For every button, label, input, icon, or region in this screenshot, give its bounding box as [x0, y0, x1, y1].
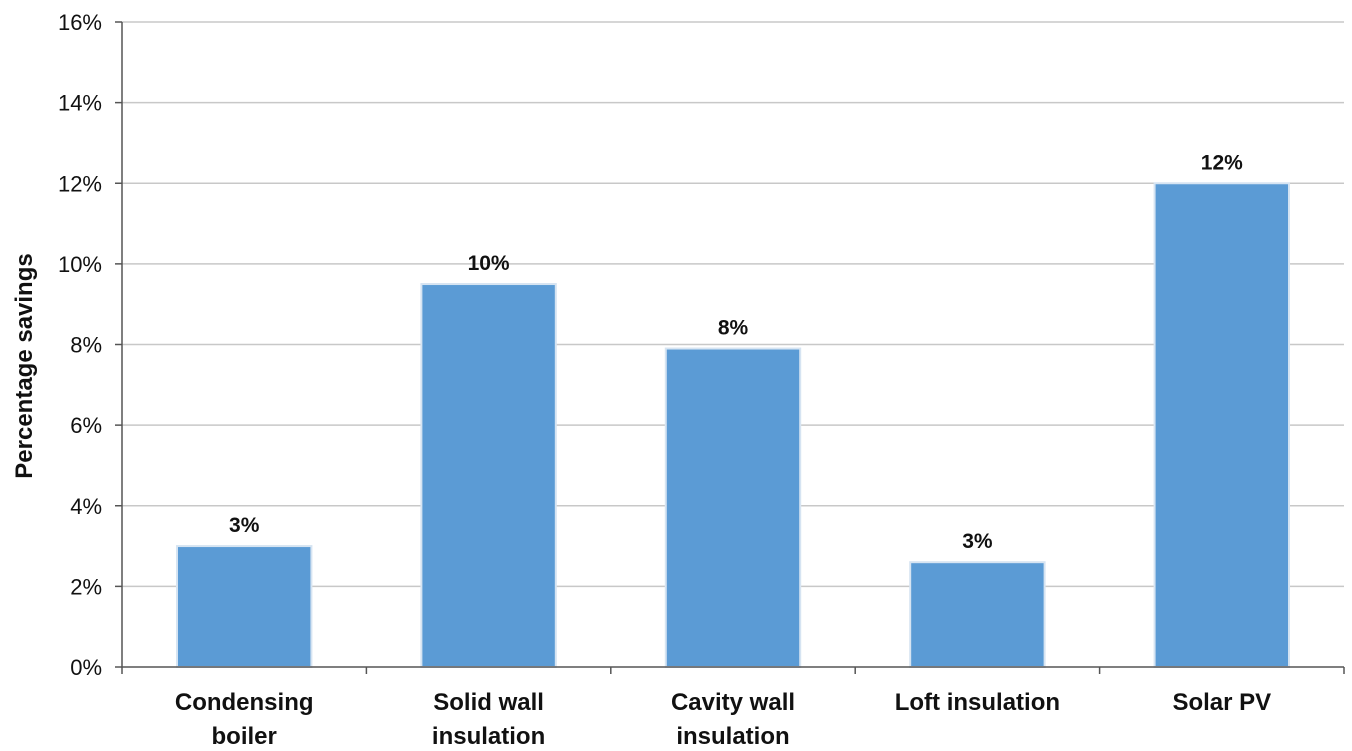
x-category-label: insulation — [676, 723, 789, 750]
data-label: 12% — [1201, 151, 1243, 174]
axes — [115, 21, 1345, 674]
y-axis-title: Percentage savings — [11, 253, 38, 478]
data-label: 3% — [962, 530, 993, 553]
x-category-label: insulation — [432, 723, 545, 750]
y-tick-label: 12% — [58, 171, 102, 196]
x-category-label: Cavity wall — [671, 689, 795, 716]
data-label: 3% — [229, 514, 260, 537]
y-tick-label: 10% — [58, 252, 102, 277]
labels: 0% 2% 4% 6% 8% 10% 12% 14% 16% 3% Condensing boiler… — [58, 10, 1271, 750]
x-category-label: Solid wall — [433, 689, 544, 716]
x-category-label: Condensing — [175, 689, 314, 716]
x-category-label: boiler — [212, 723, 277, 750]
data-label: 8% — [718, 317, 749, 340]
x-category-label: Loft insulation — [895, 689, 1060, 716]
y-tick-label: 4% — [70, 494, 102, 519]
y-tick-label: 8% — [70, 333, 102, 358]
y-tick-label: 0% — [70, 655, 102, 680]
y-tick-label: 14% — [58, 91, 102, 116]
y-tick-label: 2% — [70, 574, 102, 599]
bar — [909, 561, 1046, 668]
bar — [420, 283, 557, 668]
bar — [1153, 182, 1291, 668]
bar — [664, 347, 802, 668]
data-label: 10% — [468, 252, 510, 275]
bars — [175, 182, 1291, 668]
y-tick-label: 6% — [70, 413, 102, 438]
y-tick-label: 16% — [58, 10, 102, 35]
bar — [175, 545, 313, 668]
x-category-label: Solar PV — [1172, 689, 1271, 716]
